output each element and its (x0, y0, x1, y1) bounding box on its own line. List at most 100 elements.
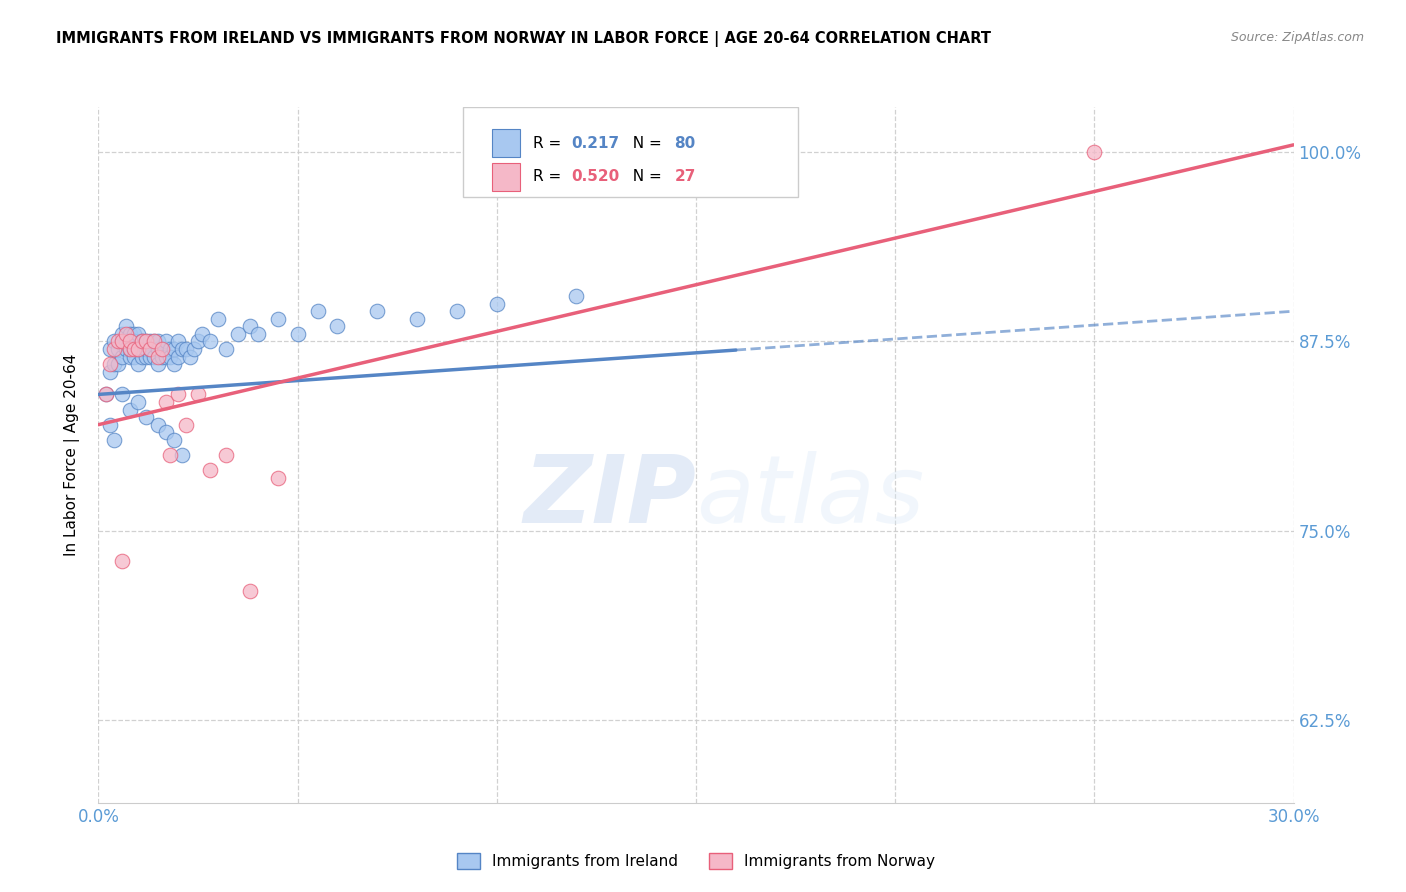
Point (326, 319, 349, 334)
Point (111, 326, 134, 341)
Text: ZIP: ZIP (523, 450, 696, 542)
Point (167, 350, 190, 364)
Point (127, 395, 149, 409)
Point (120, 342, 142, 356)
Point (135, 334, 157, 349)
Text: N =: N = (623, 136, 666, 151)
Point (187, 387, 209, 401)
Point (139, 342, 162, 356)
Point (120, 350, 142, 364)
Point (135, 350, 157, 364)
Point (100, 365, 122, 379)
Point (174, 417, 197, 432)
FancyBboxPatch shape (492, 163, 520, 191)
Point (187, 334, 209, 349)
Text: N =: N = (623, 169, 666, 185)
Point (406, 311, 429, 326)
Point (143, 334, 166, 349)
Point (148, 350, 170, 364)
Text: IMMIGRANTS FROM IRELAND VS IMMIGRANTS FROM NORWAY IN LABOR FORCE | AGE 20-64 COR: IMMIGRANTS FROM IRELAND VS IMMIGRANTS FR… (56, 31, 991, 47)
FancyBboxPatch shape (463, 107, 797, 197)
Point (107, 342, 129, 356)
Point (103, 357, 125, 371)
Point (111, 350, 134, 364)
Text: atlas: atlas (696, 451, 924, 542)
Point (155, 334, 177, 349)
Text: 0.217: 0.217 (572, 136, 620, 151)
Point (124, 342, 146, 356)
Point (159, 342, 181, 356)
Point (267, 311, 290, 326)
Point (150, 350, 173, 364)
Point (239, 319, 262, 334)
Point (307, 304, 329, 318)
Point (100, 342, 122, 356)
Point (127, 342, 149, 356)
Point (159, 350, 181, 364)
Point (159, 448, 181, 462)
Point (96, 387, 118, 401)
Point (148, 342, 170, 356)
Point (103, 334, 125, 349)
Point (207, 311, 229, 326)
Point (124, 326, 146, 341)
FancyBboxPatch shape (492, 129, 520, 157)
Point (100, 417, 122, 432)
Point (120, 342, 142, 356)
Point (150, 342, 173, 356)
Point (179, 350, 201, 364)
Point (127, 326, 149, 341)
Point (124, 350, 146, 364)
Point (139, 342, 162, 356)
Point (191, 326, 214, 341)
Point (96, 387, 118, 401)
Point (127, 357, 149, 371)
Point (226, 326, 249, 341)
Point (120, 326, 142, 341)
Point (139, 334, 162, 349)
Point (287, 326, 309, 341)
Point (150, 342, 173, 356)
Point (174, 342, 197, 356)
Point (135, 334, 157, 349)
Point (167, 334, 190, 349)
Point (446, 304, 468, 318)
Point (127, 342, 149, 356)
Point (246, 326, 269, 341)
Point (115, 342, 138, 356)
Point (155, 350, 177, 364)
Y-axis label: In Labor Force | Age 20-64: In Labor Force | Age 20-64 (63, 354, 80, 556)
Point (155, 425, 177, 440)
Point (115, 334, 138, 349)
Point (103, 342, 125, 356)
Point (120, 402, 142, 417)
Text: Source: ZipAtlas.com: Source: ZipAtlas.com (1230, 31, 1364, 45)
Point (163, 342, 186, 356)
Point (163, 357, 186, 371)
Point (111, 554, 134, 568)
Point (239, 584, 262, 599)
Point (198, 463, 221, 477)
Point (115, 326, 138, 341)
Point (143, 334, 166, 349)
Point (127, 342, 149, 356)
Point (148, 357, 170, 371)
Point (172, 342, 194, 356)
Point (198, 334, 221, 349)
Legend: Immigrants from Ireland, Immigrants from Norway: Immigrants from Ireland, Immigrants from… (451, 847, 941, 875)
Point (163, 433, 186, 447)
Point (124, 334, 146, 349)
Point (183, 342, 205, 356)
Point (215, 342, 238, 356)
Point (111, 334, 134, 349)
Text: 0.520: 0.520 (572, 169, 620, 185)
Point (565, 289, 588, 303)
Text: 80: 80 (675, 136, 696, 151)
Point (124, 342, 146, 356)
Text: R =: R = (533, 169, 567, 185)
Point (139, 350, 162, 364)
Point (366, 304, 388, 318)
Point (143, 350, 166, 364)
Point (131, 334, 153, 349)
Point (100, 357, 122, 371)
